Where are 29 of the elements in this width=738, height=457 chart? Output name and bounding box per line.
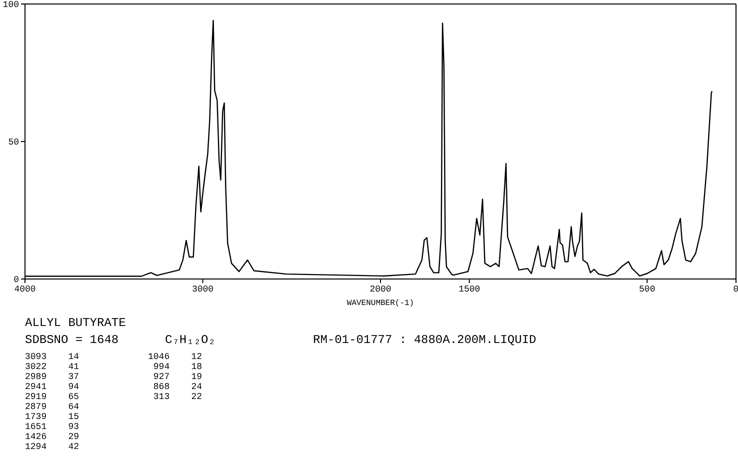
text: ALLYL BUTYRATE bbox=[25, 316, 126, 330]
text: RM-01-01777 : 4880A.200M.LIQUID bbox=[313, 333, 536, 347]
text: 2879 64 bbox=[25, 402, 80, 412]
x-tick-label: 0 bbox=[733, 284, 738, 294]
y-tick-label: 100 bbox=[2, 0, 19, 10]
text: 2941 94 bbox=[25, 382, 80, 392]
x-tick-label: 1500 bbox=[458, 284, 480, 294]
text: 1046 12 bbox=[148, 352, 202, 362]
text: 1651 93 bbox=[25, 422, 80, 432]
text: 2989 37 bbox=[25, 372, 80, 382]
text: 3022 41 bbox=[25, 362, 80, 372]
text: 1426 29 bbox=[25, 432, 80, 442]
text: 1294 42 bbox=[25, 442, 80, 452]
x-tick-label: 500 bbox=[639, 284, 656, 294]
text: 3093 14 bbox=[25, 352, 80, 362]
text: 927 19 bbox=[152, 372, 202, 382]
text: SDBSNO = 1648 bbox=[25, 333, 119, 347]
x-tick-label: 4000 bbox=[14, 284, 36, 294]
text: 994 18 bbox=[152, 362, 202, 372]
text: 2919 65 bbox=[25, 392, 80, 402]
text: 313 22 bbox=[152, 392, 202, 402]
y-tick-label: 0 bbox=[14, 275, 19, 286]
y-tick-label: 50 bbox=[8, 138, 19, 148]
x-tick-label: 2000 bbox=[370, 284, 392, 294]
text: C₇H₁₂O₂ bbox=[165, 333, 216, 347]
text: 868 24 bbox=[152, 382, 202, 392]
x-axis-title: WAVENUMBER(-1) bbox=[346, 299, 414, 308]
x-tick-label: 3000 bbox=[192, 284, 214, 294]
text: 1739 15 bbox=[25, 412, 80, 422]
